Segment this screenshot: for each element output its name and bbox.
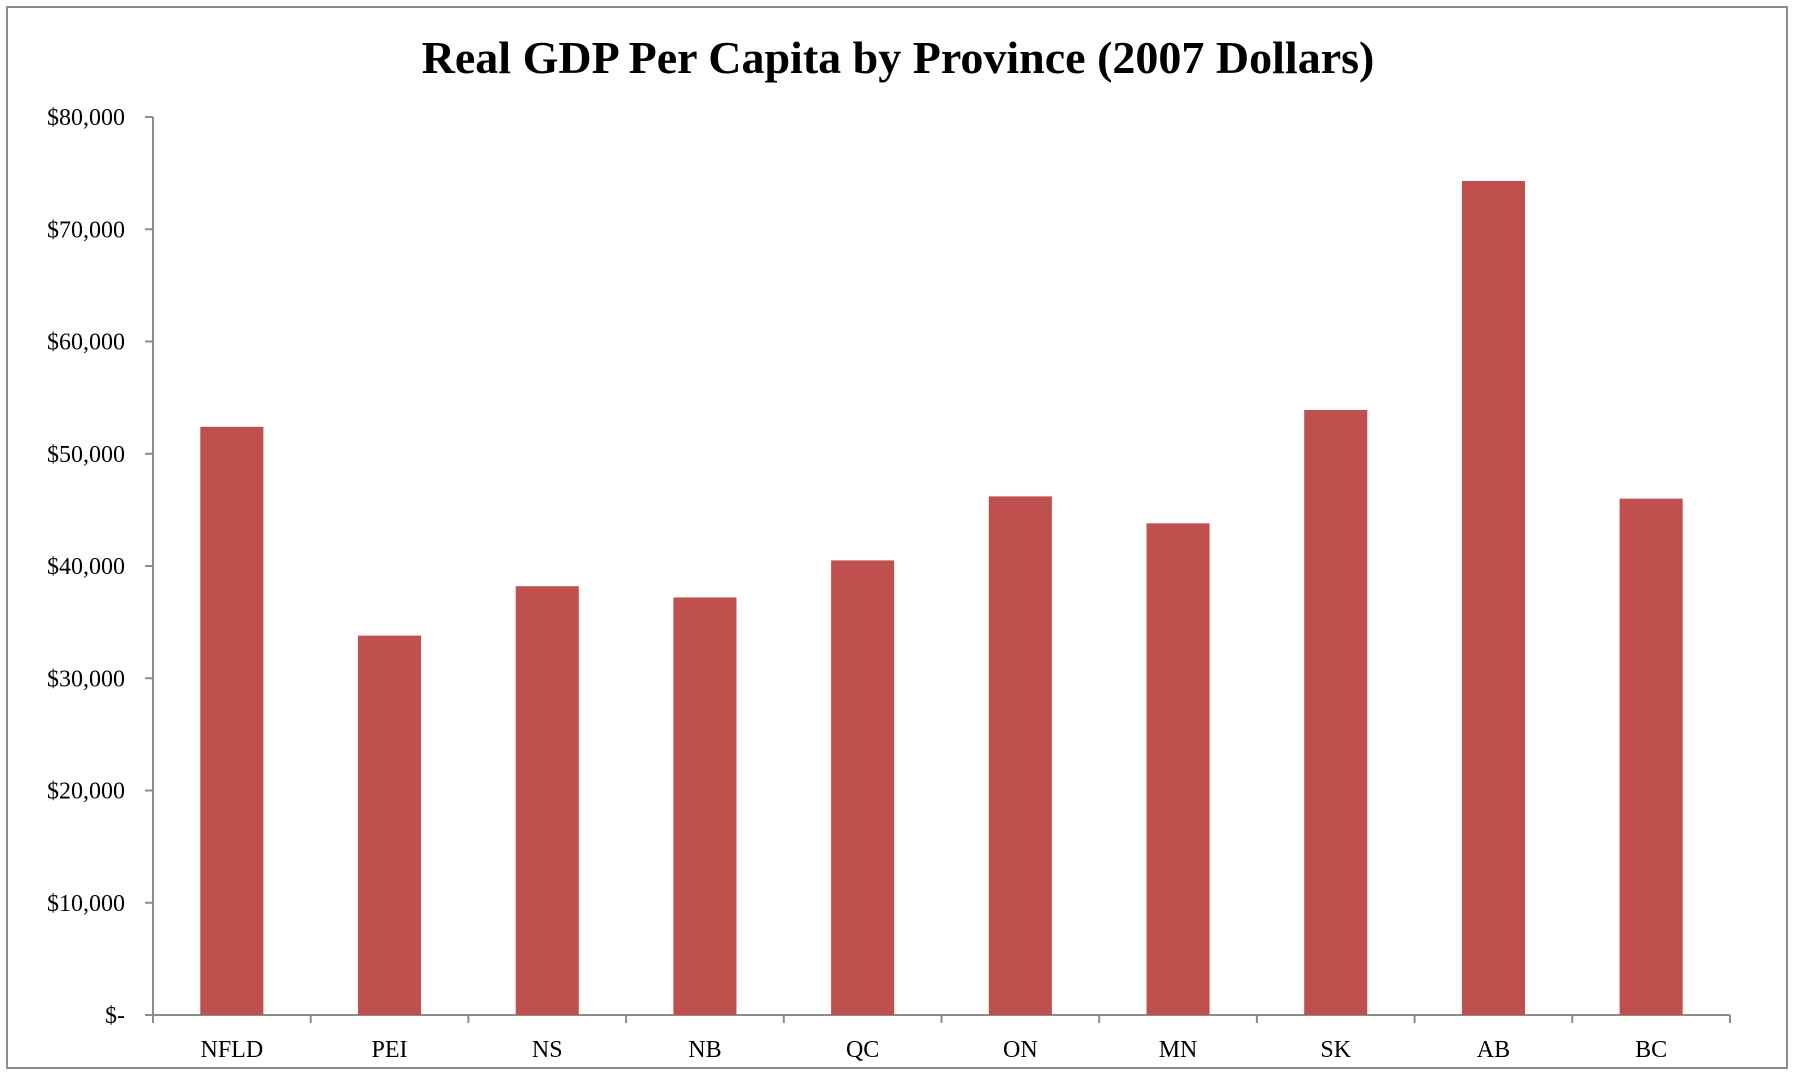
y-tick-label: $50,000 <box>47 442 125 468</box>
x-tick-label: MN <box>1159 1037 1198 1063</box>
y-tick-label: $80,000 <box>47 105 125 131</box>
x-tick-label: NS <box>532 1037 563 1063</box>
x-tick-label: SK <box>1320 1037 1351 1063</box>
bar-mn <box>1146 523 1210 1015</box>
y-tick-label: $10,000 <box>47 891 125 917</box>
bar-nb <box>673 597 737 1015</box>
x-tick-label: AB <box>1477 1037 1510 1063</box>
bar-pei <box>358 635 422 1015</box>
chart-title: Real GDP Per Capita by Province (2007 Do… <box>422 32 1375 83</box>
x-tick-label: PEI <box>372 1037 408 1063</box>
bar-on <box>988 496 1052 1015</box>
bar-nfld <box>200 426 264 1015</box>
y-tick-label: $70,000 <box>47 217 125 243</box>
bars <box>200 180 1683 1016</box>
y-tick-label: $- <box>105 1003 125 1029</box>
y-tick-label: $30,000 <box>47 666 125 692</box>
x-tick-label: ON <box>1003 1037 1038 1063</box>
bar-qc <box>831 560 895 1015</box>
y-tick-label: $20,000 <box>47 779 125 805</box>
bar-bc <box>1619 498 1683 1015</box>
y-axis: $- $10,000 $20,000 $30,000 $40,000 $50,000 $60… <box>47 105 154 1029</box>
y-tick-label: $40,000 <box>47 554 125 580</box>
x-tick-label: NFLD <box>201 1037 264 1063</box>
bar-ab <box>1461 180 1525 1016</box>
x-axis: NFLD PEI NS NB QC ON MN SK AB BC <box>152 1014 1731 1063</box>
x-tick-label: QC <box>846 1037 879 1063</box>
y-tick-label: $60,000 <box>47 330 125 356</box>
x-tick-label: NB <box>688 1037 721 1063</box>
x-tick-label: BC <box>1635 1037 1667 1063</box>
bar-sk <box>1304 409 1368 1015</box>
bar-ns <box>515 586 579 1015</box>
